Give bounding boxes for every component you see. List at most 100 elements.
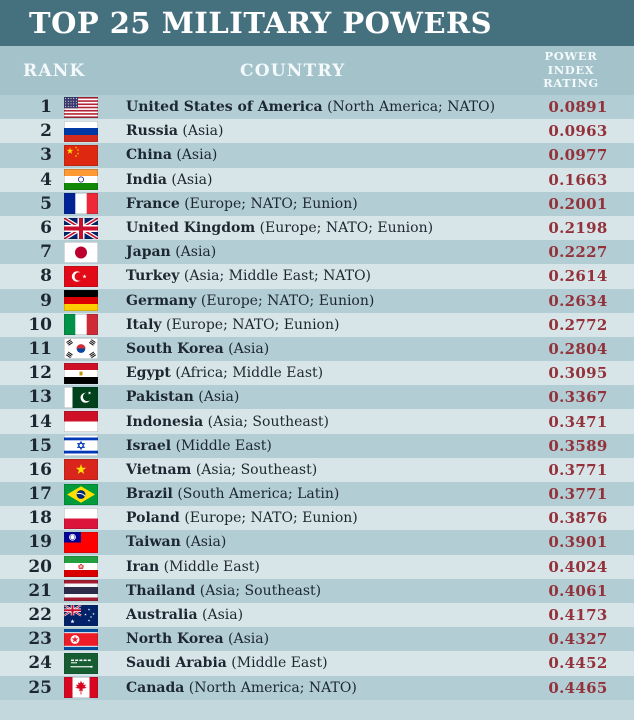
country-name: Australia	[126, 607, 198, 624]
country-cell: Germany (Europe; NATO; Eunion)	[98, 293, 522, 309]
country-region: (Europe; NATO; Eunion)	[184, 195, 358, 212]
rating-value: 0.0891	[548, 98, 608, 117]
flag-us-icon	[64, 96, 98, 118]
table-row: 12 Egypt (Africa; Middle East) 0.3095	[0, 361, 634, 386]
table-row: 6 United Kingdom (Europe; NATO; Eunion) 0.…	[0, 215, 634, 241]
rating-value: 0.2772	[548, 315, 608, 334]
table-row: 13 Pakistan (Asia) 0.3367	[0, 385, 634, 410]
rank-value: 5	[40, 193, 52, 214]
country-name: Vietnam	[126, 461, 192, 478]
table-row: 25 Canada (North America; NATO) 0.4465	[0, 675, 634, 700]
table-row: 15 Israel (Middle East) 0.3589	[0, 433, 634, 458]
rank-value: 8	[40, 266, 52, 287]
rank-value: 10	[28, 314, 52, 335]
table-row: 8 Turkey (Asia; Middle East; NATO) 0.2614	[0, 264, 634, 289]
flag-in-icon	[64, 169, 98, 191]
table-row: 9 Germany (Europe; NATO; Eunion) 0.2634	[0, 288, 634, 313]
rating-value: 0.2198	[548, 219, 608, 238]
flag-sa-icon	[64, 652, 98, 674]
rank-value: 17	[28, 484, 52, 505]
flag-kp-icon	[64, 628, 98, 650]
column-header-rating-line2: INDEX	[547, 62, 595, 77]
country-region: (North America; NATO)	[188, 679, 357, 696]
table-row: 1 United States of America (North America…	[0, 95, 634, 120]
country-cell: Australia (Asia)	[98, 607, 522, 623]
title-bar: TOP 25 MILITARY POWERS	[0, 0, 634, 46]
country-region: (Asia)	[228, 631, 270, 648]
table-header: RANK COUNTRY POWER INDEX RATING	[0, 46, 634, 95]
country-name: Canada	[126, 679, 185, 696]
country-name: China	[126, 147, 172, 164]
country-name: Russia	[126, 123, 178, 140]
country-cell: Indonesia (Asia; Southeast)	[98, 414, 522, 430]
country-region: (Asia; Southeast)	[199, 582, 322, 599]
country-region: (Middle East)	[175, 437, 272, 454]
country-region: (Asia)	[176, 147, 218, 164]
table-row: 11 South Korea (Asia) 0.2804	[0, 336, 634, 362]
country-region: (Asia; Middle East; NATO)	[183, 268, 372, 285]
rank-value: 13	[28, 387, 52, 408]
country-name: United States of America	[126, 99, 323, 116]
country-region: (Europe; NATO; Eunion)	[166, 316, 340, 333]
rank-value: 19	[28, 532, 52, 553]
country-name: Poland	[126, 510, 180, 527]
table-row: 10 Italy (Europe; NATO; Eunion) 0.2772	[0, 312, 634, 337]
rank-value: 14	[28, 411, 52, 432]
flag-ru-icon	[64, 120, 98, 142]
country-region: (Asia; Southeast)	[195, 461, 318, 478]
rating-value: 0.4452	[548, 654, 608, 673]
rating-value: 0.4465	[548, 678, 608, 697]
flag-ca-icon	[64, 677, 98, 699]
country-cell: France (Europe; NATO; Eunion)	[98, 196, 522, 212]
flag-de-icon	[64, 290, 98, 312]
country-cell: Brazil (South America; Latin)	[98, 486, 522, 502]
flag-gb-icon	[64, 217, 98, 239]
table-row: 2 Russia (Asia) 0.0963	[0, 119, 634, 144]
country-region: (Europe; NATO; Eunion)	[200, 292, 375, 309]
rank-value: 12	[28, 363, 52, 384]
country-name: Taiwan	[126, 534, 181, 551]
country-name: France	[126, 195, 180, 212]
rank-value: 16	[28, 459, 52, 480]
country-name: South Korea	[126, 340, 224, 357]
table-row: 24 Saudi Arabia (Middle East) 0.4452	[0, 651, 634, 676]
country-name: Pakistan	[126, 389, 194, 406]
country-name: Thailand	[126, 582, 196, 599]
flag-cn-icon	[64, 144, 98, 166]
table-row: 23 North Korea (Asia) 0.4327	[0, 627, 634, 652]
country-cell: South Korea (Asia)	[98, 341, 522, 357]
flag-jp-icon	[64, 241, 98, 263]
flag-au-icon	[64, 604, 98, 626]
table-row: 21 Thailand (Asia; Southeast) 0.4061	[0, 578, 634, 603]
country-cell: Thailand (Asia; Southeast)	[98, 583, 522, 599]
country-cell: Italy (Europe; NATO; Eunion)	[98, 317, 522, 333]
table-row: 14 Indonesia (Asia; Southeast) 0.3471	[0, 409, 634, 434]
rating-value: 0.2227	[548, 243, 608, 262]
country-cell: Russia (Asia)	[98, 123, 522, 139]
rank-value: 2	[40, 121, 52, 142]
rank-value: 18	[28, 508, 52, 529]
rating-value: 0.3589	[548, 436, 608, 455]
column-header-rating: POWER INDEX RATING	[515, 49, 627, 91]
country-name: Iran	[126, 558, 160, 575]
flag-kr-icon	[64, 338, 98, 360]
rank-value: 9	[40, 290, 52, 311]
column-header-country: COUNTRY	[240, 61, 346, 81]
country-region: (Europe; NATO; Eunion)	[259, 220, 434, 237]
rating-value: 0.2804	[548, 339, 608, 358]
table-row: 16 Vietnam (Asia; Southeast) 0.3771	[0, 457, 634, 482]
rating-value: 0.4327	[548, 630, 608, 649]
country-name: Indonesia	[126, 413, 204, 430]
country-cell: Taiwan (Asia)	[98, 534, 522, 550]
rating-value: 0.3367	[548, 388, 608, 407]
flag-tr-icon	[64, 265, 98, 287]
table-row: 3 China (Asia) 0.0977	[0, 143, 634, 168]
rating-value: 0.3876	[548, 509, 608, 528]
rating-value: 0.3901	[548, 533, 608, 552]
rating-value: 0.4024	[548, 557, 608, 576]
country-region: (Asia)	[171, 171, 213, 188]
country-cell: Turkey (Asia; Middle East; NATO)	[98, 268, 522, 284]
rating-value: 0.4173	[548, 606, 608, 625]
column-header-rating-line3: RATING	[543, 76, 599, 91]
